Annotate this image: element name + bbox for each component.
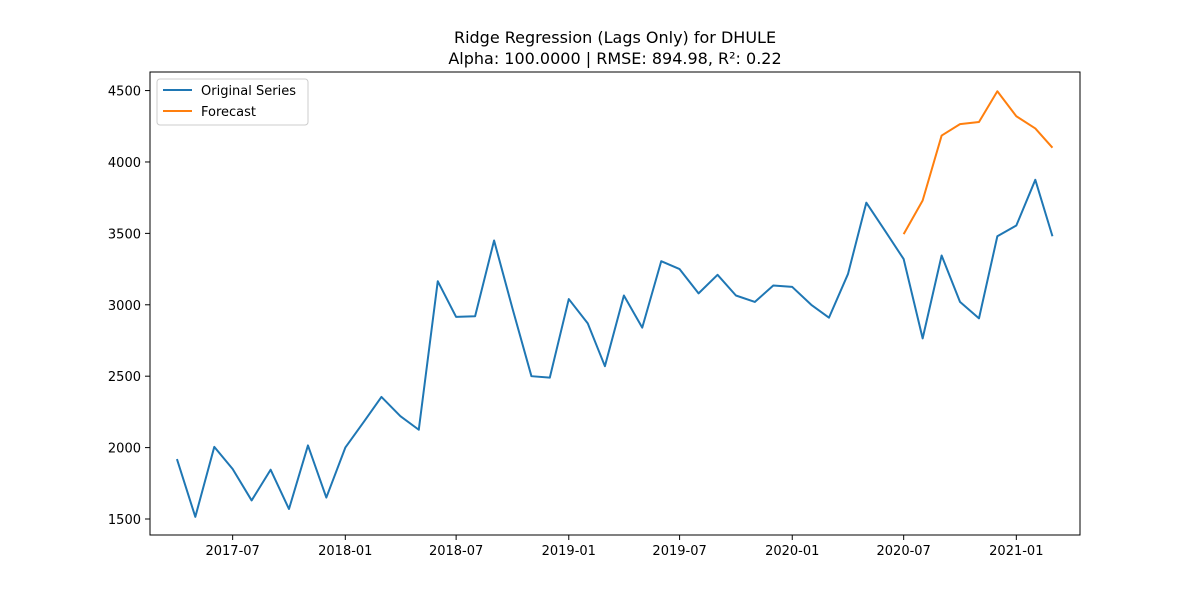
plot-frame	[149, 71, 1081, 536]
legend-label-1: Forecast	[201, 105, 256, 120]
y-tick-label: 2500	[108, 370, 141, 385]
y-tick-label: 4500	[108, 85, 141, 100]
x-tick-label: 2020-07	[877, 544, 931, 559]
axes: 2017-07 2018-01 2018-07 2019-01 2019-07 2020-…	[108, 71, 1081, 559]
y-tick-label: 1500	[108, 513, 141, 528]
y-tick-label: 3500	[108, 227, 141, 242]
series-line-0	[175, 178, 1054, 518]
legend-frame	[156, 78, 309, 126]
legend-label-0: Original Series	[201, 84, 296, 99]
chart-title: Ridge Regression (Lags Only) for DHULE	[454, 28, 776, 47]
series-line-1	[902, 90, 1054, 235]
chart-subtitle: Alpha: 100.0000 | RMSE: 894.98, R²: 0.22	[448, 49, 781, 68]
x-tick-label: 2019-01	[542, 544, 596, 559]
x-tick-label: 2018-01	[318, 544, 372, 559]
y-tick-label: 2000	[108, 442, 141, 457]
legend: Original Series Forecast	[156, 78, 309, 126]
y-tick-label: 4000	[108, 156, 141, 171]
x-tick-label: 2020-01	[765, 544, 819, 559]
x-tick-label: 2017-07	[205, 544, 259, 559]
y-tick-label: 3000	[108, 299, 141, 314]
x-tick-label: 2019-07	[652, 544, 706, 559]
x-tick-label: 2021-01	[989, 544, 1043, 559]
plot-area	[175, 90, 1054, 518]
x-tick-label: 2018-07	[429, 544, 483, 559]
